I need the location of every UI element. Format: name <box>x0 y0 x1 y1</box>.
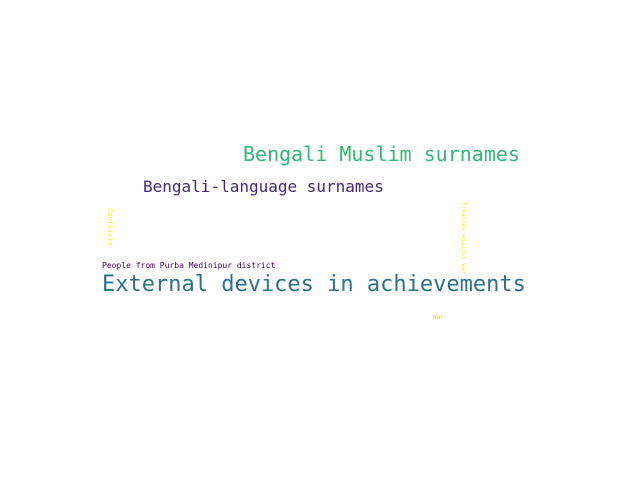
word-bengali-muslim-surnames: Bengali Muslim surnames <box>243 142 520 166</box>
word-war: War <box>433 314 444 321</box>
word-people-from-purba-medinipur-district: People from Purba Medinipur district <box>102 261 276 270</box>
word-external-devices-in-achievements: External devices in achievements <box>102 272 526 297</box>
word-treaties-against-war: Treaties against war <box>460 202 467 275</box>
word-conflicts: Conflicts <box>106 208 114 246</box>
word-bengali-language-surnames: Bengali-language surnames <box>143 177 384 196</box>
